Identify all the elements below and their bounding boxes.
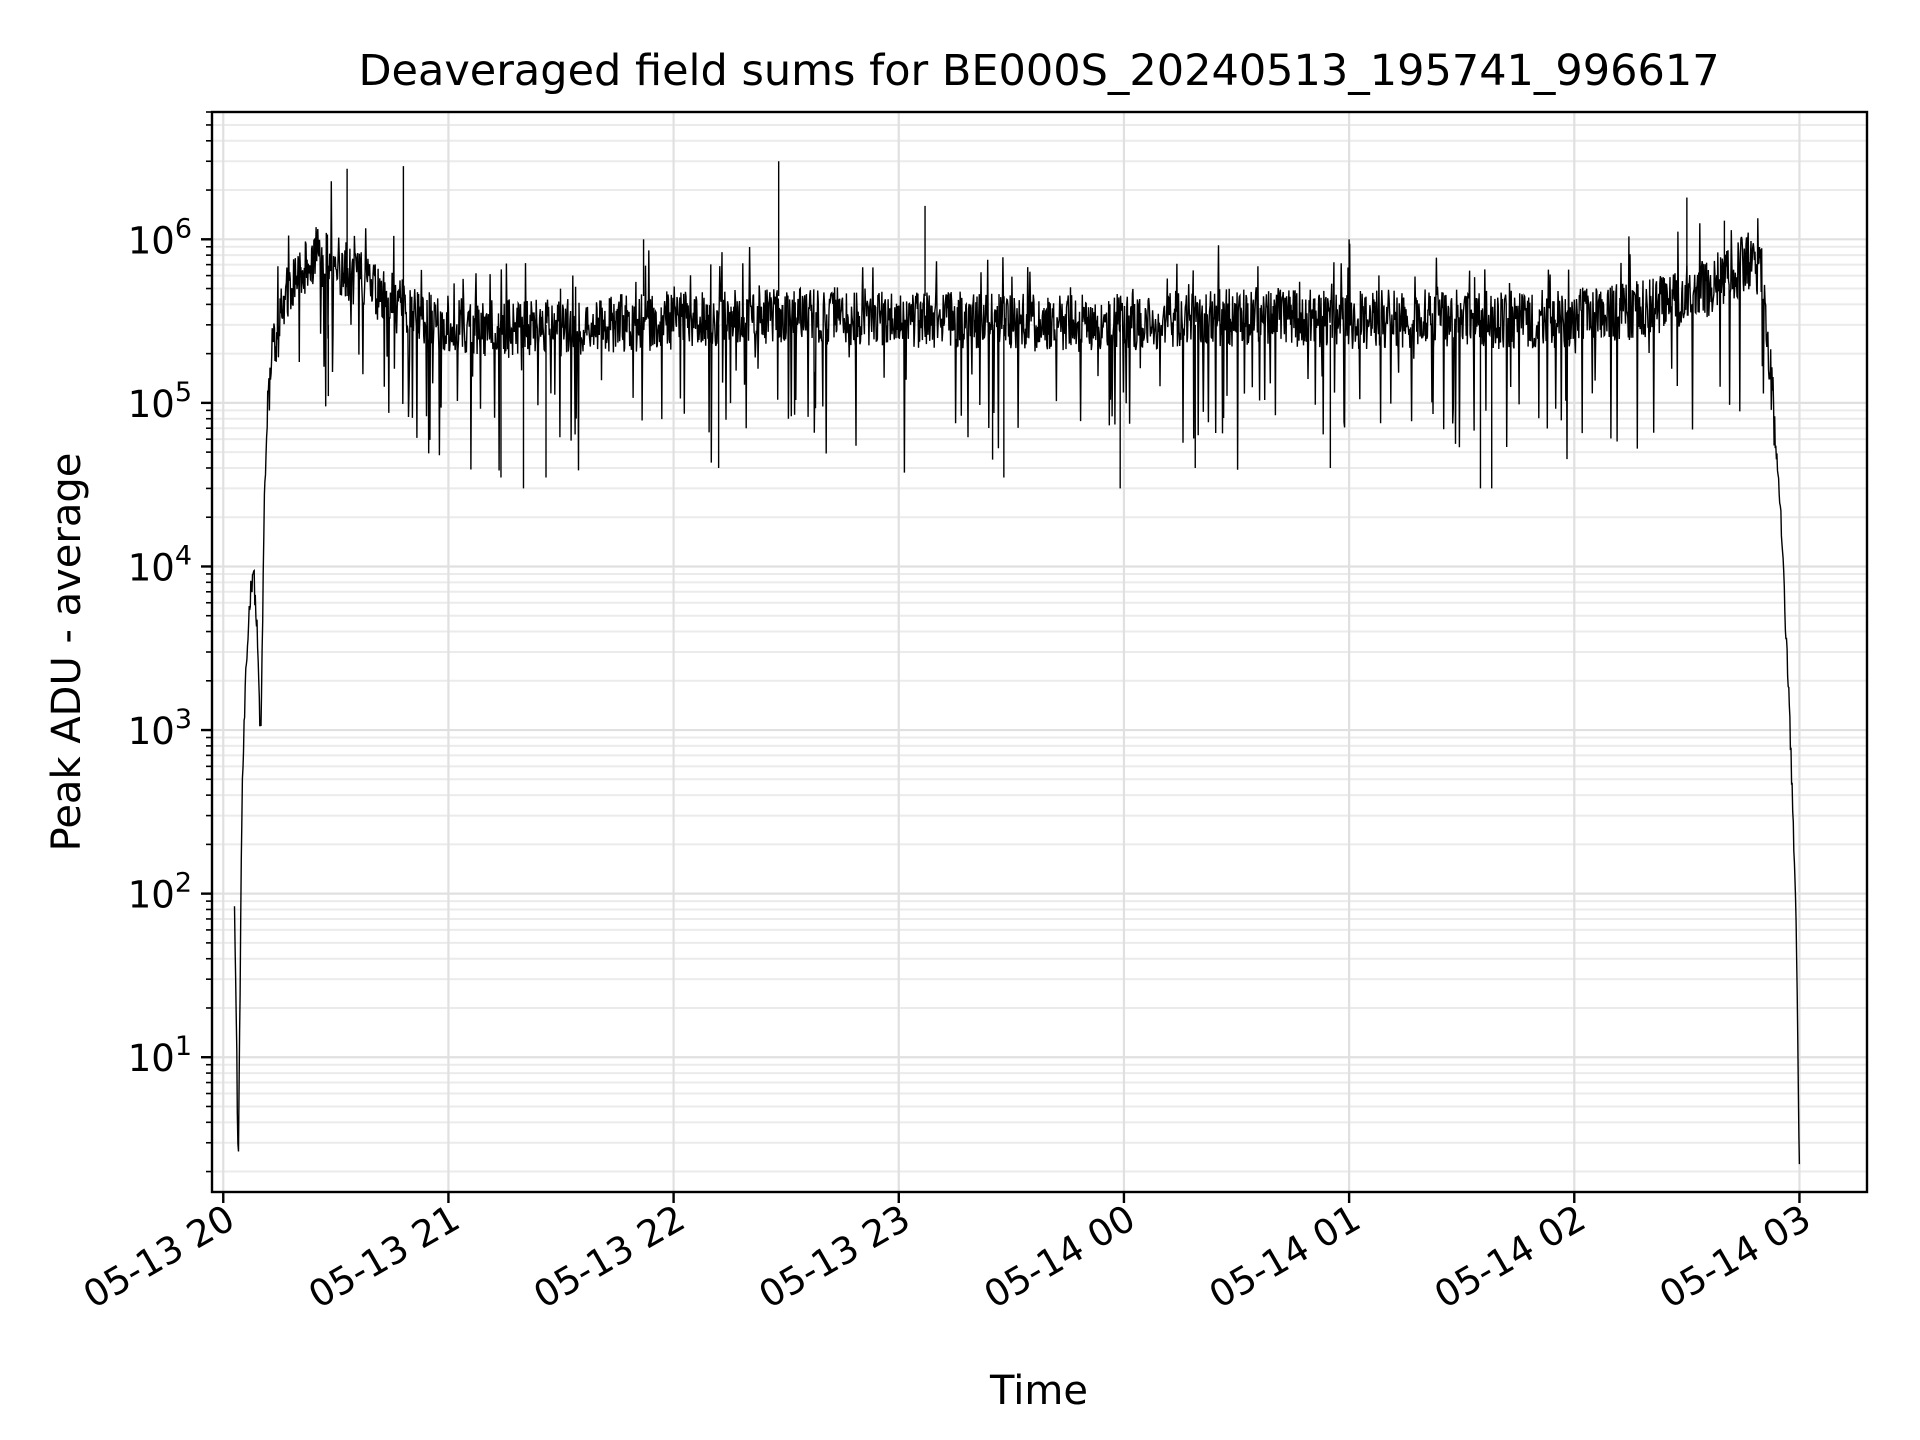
y-tick-label: 105 [128,377,192,426]
x-tick-label: 05-13 23 [752,1197,918,1317]
y-tick-label: 104 [128,540,192,589]
x-tick-label: 05-14 01 [1202,1197,1368,1317]
ticks: 101 102 103 104 105 106 05-13 20 05-13 21 05-13 … [76,111,1818,1317]
grid [212,111,1867,1192]
y-axis-label: Peak ADU - average [44,453,90,852]
y-tick-label: 103 [128,704,192,753]
x-tick-label: 05-14 00 [977,1197,1143,1317]
data-series-line [233,181,1801,1165]
data-line-layer [233,161,1801,1165]
x-axis-label: Time [989,1368,1088,1414]
y-tick-label: 101 [128,1031,192,1080]
y-tick-label: 102 [128,868,192,917]
x-tick-label: 05-14 02 [1427,1197,1593,1317]
x-tick-label: 05-13 21 [301,1197,467,1317]
x-tick-label: 05-14 03 [1652,1197,1818,1317]
chart-title: Deaveraged field sums for BE000S_2024051… [358,46,1719,96]
x-tick-label: 05-13 20 [76,1197,242,1317]
y-tick-label: 106 [128,213,192,262]
x-tick-label: 05-13 22 [527,1197,693,1317]
